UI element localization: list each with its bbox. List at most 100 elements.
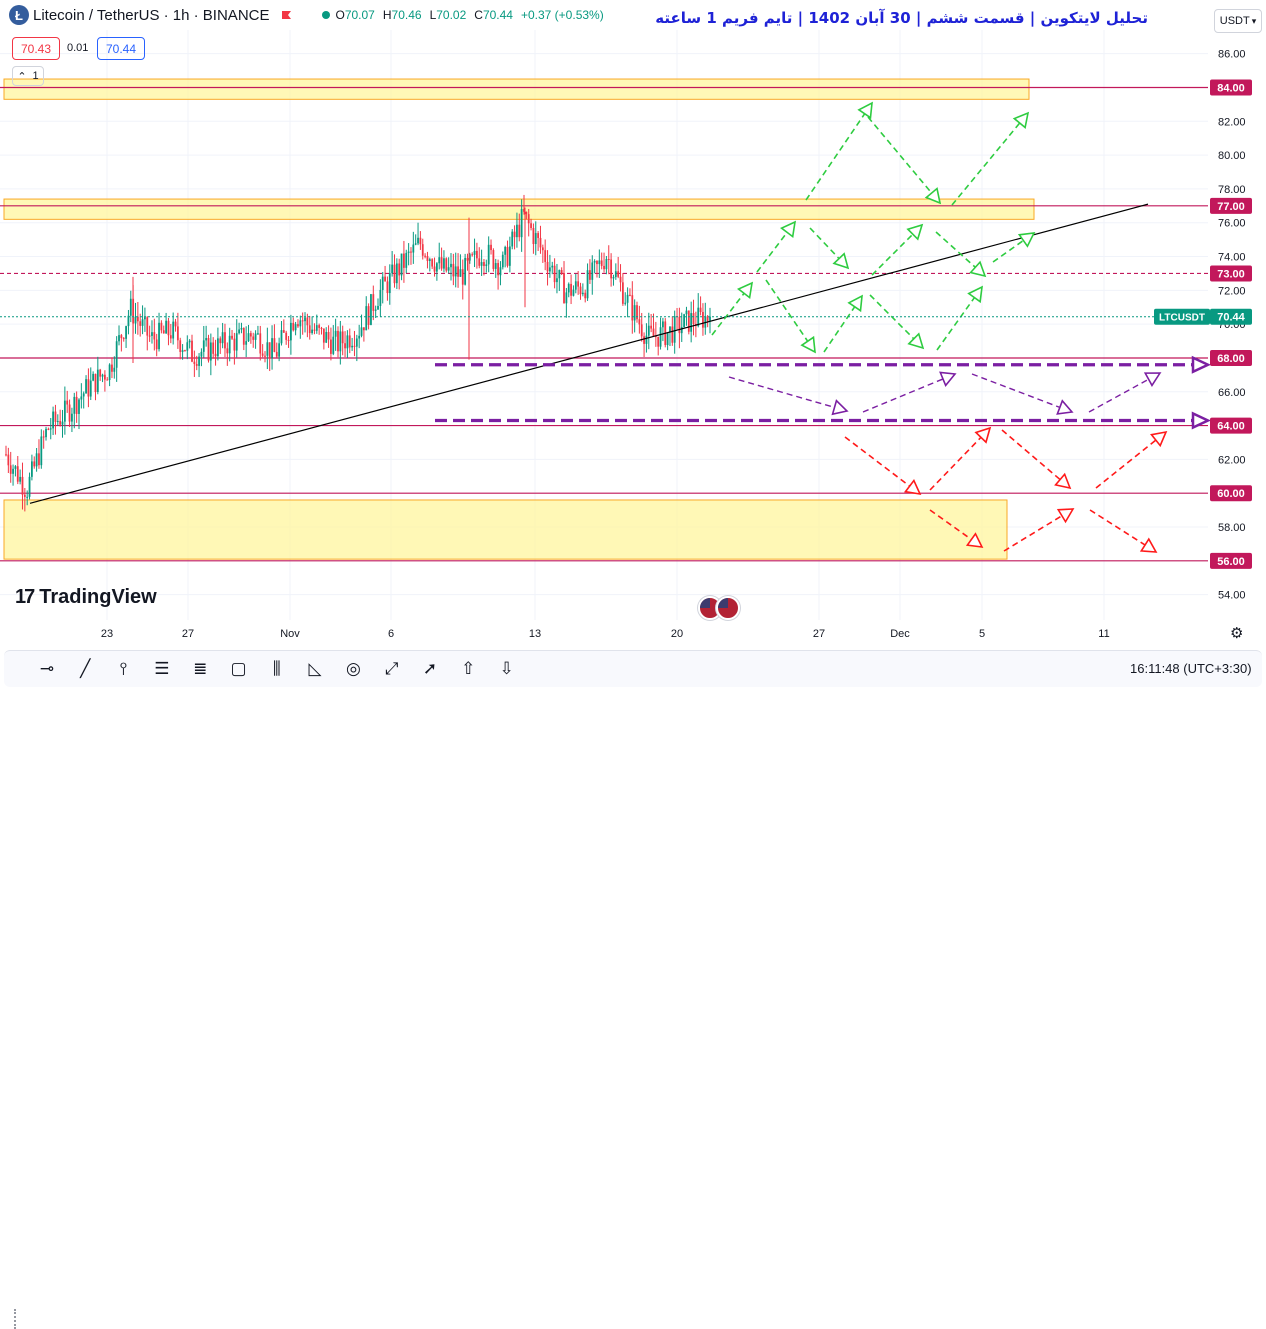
candle-body	[638, 319, 641, 325]
candle-body	[605, 258, 608, 270]
candle-body	[89, 380, 92, 397]
candle-body	[572, 289, 575, 296]
rectangle-icon[interactable]: ▢	[230, 659, 247, 678]
candle-body	[662, 321, 664, 328]
candle-body	[273, 338, 276, 352]
candle-body	[266, 342, 269, 356]
candle-body	[341, 331, 344, 344]
candle-body	[530, 223, 532, 228]
candle-body	[320, 327, 323, 329]
candle-body	[87, 379, 90, 397]
brush-icon[interactable]: ⤢	[384, 659, 399, 678]
circle-marker-icon[interactable]: ◎	[345, 659, 361, 678]
candle-body	[520, 209, 523, 238]
pattern-icon[interactable]: ◺	[308, 659, 322, 678]
candle-body	[407, 251, 410, 253]
candle-body	[181, 350, 184, 352]
candle-body	[657, 336, 660, 347]
candle-body	[153, 332, 156, 340]
candle-body	[108, 364, 111, 380]
candle-body	[624, 302, 627, 304]
candle-body	[313, 329, 316, 331]
flag-icon[interactable]	[281, 10, 292, 21]
chevron-up-icon: ⌃	[17, 70, 27, 83]
ask-price-button[interactable]: 70.44	[97, 37, 145, 60]
candle-body	[125, 326, 127, 339]
candle-body	[52, 411, 54, 429]
candle-body	[424, 255, 427, 257]
candle-body	[579, 286, 582, 295]
candle-body	[71, 413, 73, 422]
candle-body	[198, 356, 200, 366]
x-tick-label: 27	[813, 628, 825, 640]
price-change: +0.37 (+0.53%)	[520, 8, 604, 22]
candle-body	[541, 247, 544, 251]
pitchfork-icon[interactable]: ⫼	[272, 659, 281, 678]
indicators-toggle-button[interactable]: ⌃ 1	[12, 66, 44, 86]
y-tick-label: 66.00	[1218, 387, 1246, 399]
currency-select[interactable]: USDT ▾	[1214, 9, 1262, 33]
candle-body	[30, 461, 33, 477]
vertical-line-icon[interactable]: ⫯	[119, 659, 128, 678]
candle-body	[692, 313, 695, 325]
x-tick-label: 20	[671, 628, 683, 640]
price-chart[interactable]: 54.00 56.00 58.00 60.00 62.00 64.00 66.00 68.00…	[0, 0, 1266, 650]
arrow-down-icon[interactable]: ⇩	[499, 659, 514, 678]
tradingview-logo[interactable]: 17 TradingView	[15, 586, 157, 609]
fib-retracement-icon[interactable]: ≣	[193, 659, 208, 678]
candle-body	[563, 273, 565, 304]
candle-body	[327, 332, 330, 340]
candle-body	[610, 259, 613, 279]
candle-body	[249, 333, 252, 337]
arrow-up-icon[interactable]: ⇧	[461, 659, 476, 678]
settings-gear-icon[interactable]: ⚙	[1230, 625, 1244, 642]
clock: 16:11:48 (UTC+3:30)	[1130, 661, 1252, 676]
us-flag-icon[interactable]	[698, 596, 722, 620]
candle-body	[544, 250, 547, 262]
arrow-marker-icon[interactable]: ➚	[422, 659, 438, 678]
candle-body	[476, 250, 478, 259]
symbol-title[interactable]: Litecoin / TetherUS · 1h · BINANCE	[33, 6, 270, 24]
candle-body	[61, 421, 64, 425]
candle-body	[365, 306, 368, 331]
candle-body	[287, 339, 290, 341]
purple-projection-arrow-head	[831, 399, 849, 416]
candle-body	[348, 335, 351, 348]
toolbar-grip-handle[interactable]	[14, 1309, 20, 1329]
candle-body	[452, 263, 455, 277]
horizontal-lines-icon[interactable]: ☰	[154, 659, 170, 678]
candle-body	[280, 330, 283, 344]
candle-body	[33, 461, 36, 467]
candle-body	[344, 343, 346, 349]
candle-body	[421, 244, 424, 256]
support-resistance-zone	[3, 78, 1030, 100]
level-price-tag	[1210, 417, 1252, 434]
purple-projection-arrow	[862, 373, 956, 413]
candle-body	[80, 396, 83, 400]
trend-line-icon[interactable]: ╱	[80, 659, 91, 678]
candle-body	[454, 266, 457, 277]
candle-body	[308, 325, 311, 334]
candle-body	[645, 335, 648, 344]
candle-body	[155, 339, 158, 350]
candle-body	[671, 326, 674, 343]
candle-body	[511, 231, 514, 247]
us-flag-icon[interactable]	[716, 596, 740, 620]
economic-events[interactable]	[698, 596, 740, 620]
level-price-tag-label: 68.00	[1217, 353, 1245, 365]
candle-body	[167, 320, 170, 336]
bid-price-button[interactable]: 70.43	[12, 37, 60, 60]
level-price-tag	[1210, 552, 1252, 569]
x-tick-label: 27	[182, 628, 194, 640]
candle-body	[596, 261, 598, 265]
candle-body	[438, 257, 441, 264]
indicator-count: 1	[32, 70, 39, 82]
candle-body	[330, 339, 332, 354]
level-price-tag	[1210, 485, 1252, 502]
candle-body	[231, 335, 233, 339]
red-projection-arrow	[1003, 508, 1074, 552]
candle-body	[304, 317, 306, 322]
candle-body	[16, 466, 19, 482]
litecoin-icon: Ł	[9, 5, 29, 25]
crosshair-icon[interactable]: ⊸	[39, 659, 55, 678]
